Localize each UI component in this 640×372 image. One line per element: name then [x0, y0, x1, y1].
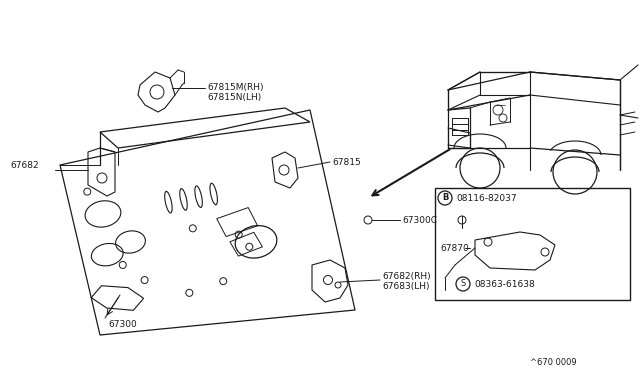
Text: 67682(RH)
67683(LH): 67682(RH) 67683(LH) — [382, 272, 431, 291]
Text: 67870: 67870 — [440, 244, 468, 253]
Text: B: B — [442, 193, 448, 202]
Text: 08363-61638: 08363-61638 — [474, 280, 535, 289]
Text: 08116-82037: 08116-82037 — [456, 194, 516, 203]
Text: 67682: 67682 — [10, 161, 38, 170]
Text: 67815: 67815 — [332, 158, 361, 167]
Text: 67300: 67300 — [108, 320, 137, 329]
Text: 67300C: 67300C — [402, 216, 437, 225]
Text: 67815M(RH)
67815N(LH): 67815M(RH) 67815N(LH) — [207, 83, 264, 102]
Text: ^670 0009: ^670 0009 — [530, 358, 577, 367]
Text: S: S — [460, 279, 466, 289]
Bar — [435, 188, 630, 300]
